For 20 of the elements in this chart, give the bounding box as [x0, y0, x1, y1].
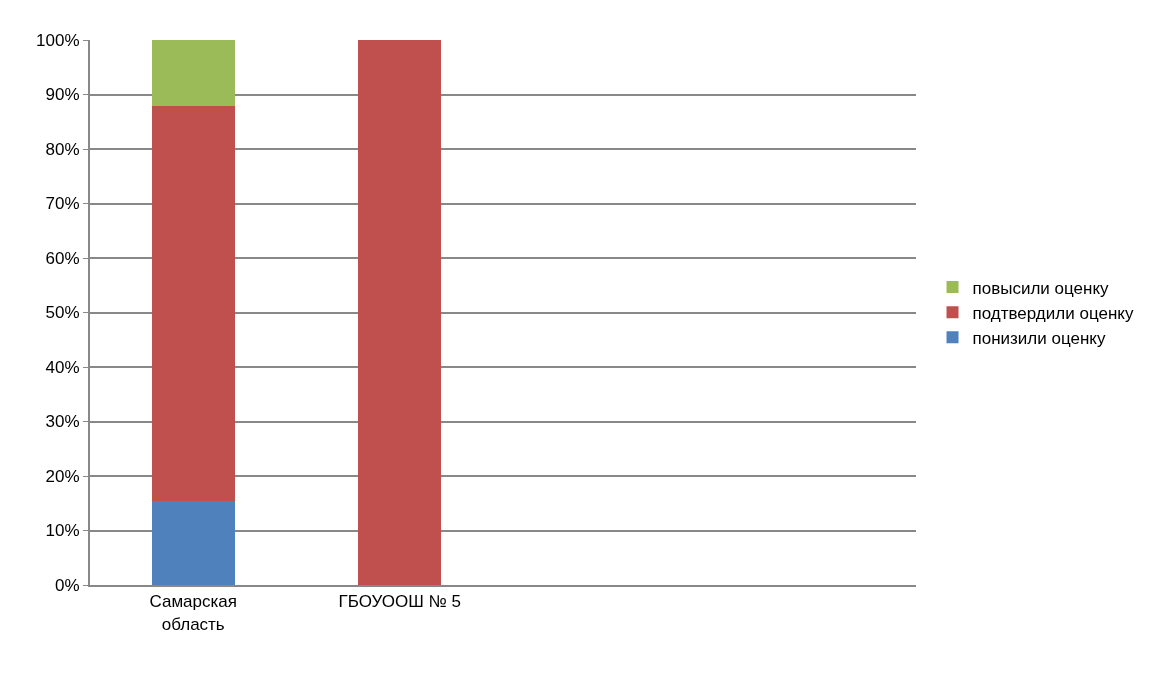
- y-tick-label: 70%: [45, 194, 80, 214]
- y-tick-label: 90%: [45, 85, 80, 105]
- y-tick-label: 60%: [45, 248, 80, 268]
- x-tick-label: ГБОУООШ № 5: [338, 592, 461, 612]
- y-tick-label: 80%: [45, 139, 80, 159]
- legend-label: повысили оценку: [972, 278, 1110, 298]
- legend-label: подтвердили оценку: [972, 303, 1134, 323]
- legend-label: понизили оценку: [972, 328, 1106, 348]
- y-tick-label: 40%: [45, 357, 80, 377]
- x-tick-label: Самарская область: [149, 592, 237, 634]
- y-tick-label: 50%: [45, 303, 80, 323]
- y-tick-label: 20%: [45, 466, 80, 486]
- y-tick-label: 0%: [55, 575, 80, 595]
- bar: [151, 500, 235, 585]
- bar: [151, 106, 235, 501]
- y-tick-label: 10%: [45, 521, 80, 541]
- bar: [151, 40, 235, 107]
- y-tick-label: 30%: [45, 412, 80, 432]
- bar: [358, 40, 442, 585]
- y-tick-label: 100%: [36, 30, 80, 50]
